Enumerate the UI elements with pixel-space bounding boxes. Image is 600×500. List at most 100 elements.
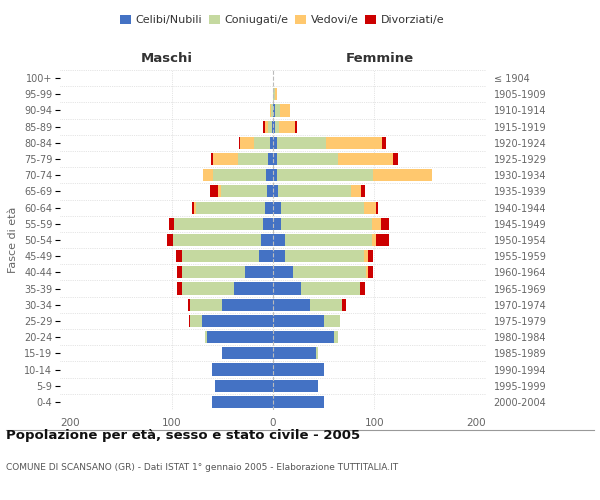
Bar	[239, 137, 254, 149]
Bar	[245, 266, 273, 278]
Bar	[278, 186, 351, 198]
Bar	[392, 153, 398, 165]
Bar	[212, 396, 273, 408]
Bar	[167, 234, 173, 246]
Bar	[273, 282, 301, 294]
Bar	[190, 298, 222, 311]
Bar	[254, 137, 270, 149]
Bar	[192, 202, 194, 213]
Bar	[277, 153, 338, 165]
Bar	[194, 202, 196, 213]
Bar	[273, 380, 317, 392]
Bar	[221, 186, 267, 198]
Bar	[210, 186, 218, 198]
Bar	[202, 315, 273, 327]
Text: Maschi: Maschi	[140, 52, 193, 65]
Bar	[169, 218, 173, 230]
Bar	[263, 218, 273, 230]
Legend: Celibi/Nubili, Coniugati/e, Vedovi/e, Divorziati/e: Celibi/Nubili, Coniugati/e, Vedovi/e, Di…	[115, 10, 449, 30]
Bar	[376, 202, 379, 213]
Bar	[293, 266, 367, 278]
Bar	[295, 120, 298, 132]
Bar	[273, 104, 275, 117]
Bar	[215, 380, 273, 392]
Bar	[364, 250, 368, 262]
Bar	[275, 104, 280, 117]
Bar	[324, 315, 340, 327]
Bar	[268, 120, 272, 132]
Bar	[285, 234, 373, 246]
Bar	[182, 250, 259, 262]
Bar	[380, 218, 389, 230]
Bar	[275, 88, 277, 101]
Bar	[281, 202, 364, 213]
Bar	[351, 186, 361, 198]
Bar	[273, 315, 324, 327]
Text: COMUNE DI SCANSANO (GR) - Dati ISTAT 1° gennaio 2005 - Elaborazione TUTTITALIA.I: COMUNE DI SCANSANO (GR) - Dati ISTAT 1° …	[6, 464, 398, 472]
Bar	[176, 282, 182, 294]
Bar	[273, 331, 334, 343]
Bar	[273, 169, 277, 181]
Bar	[273, 234, 285, 246]
Bar	[222, 298, 273, 311]
Bar	[212, 364, 273, 376]
Bar	[373, 169, 432, 181]
Bar	[235, 282, 273, 294]
Bar	[281, 218, 373, 230]
Bar	[368, 250, 373, 262]
Bar	[273, 218, 281, 230]
Bar	[196, 202, 265, 213]
Bar	[238, 153, 268, 165]
Bar	[272, 120, 273, 132]
Bar	[268, 153, 273, 165]
Bar	[218, 186, 221, 198]
Bar	[173, 218, 263, 230]
Bar	[263, 120, 265, 132]
Bar	[273, 137, 277, 149]
Bar	[265, 120, 268, 132]
Bar	[376, 234, 389, 246]
Text: Popolazione per età, sesso e stato civile - 2005: Popolazione per età, sesso e stato civil…	[6, 430, 360, 442]
Bar	[334, 331, 338, 343]
Bar	[373, 218, 380, 230]
Bar	[360, 282, 365, 294]
Bar	[275, 120, 279, 132]
Bar	[273, 88, 275, 101]
Bar	[273, 153, 277, 165]
Bar	[265, 202, 273, 213]
Bar	[277, 137, 326, 149]
Bar	[270, 137, 273, 149]
Bar	[326, 137, 382, 149]
Bar	[176, 250, 182, 262]
Bar	[182, 282, 235, 294]
Bar	[189, 315, 190, 327]
Bar	[279, 120, 295, 132]
Bar	[207, 331, 273, 343]
Bar	[273, 364, 324, 376]
Bar	[273, 202, 281, 213]
Bar	[273, 396, 324, 408]
Bar	[213, 153, 238, 165]
Bar	[271, 104, 273, 117]
Bar	[342, 298, 346, 311]
Bar	[368, 266, 373, 278]
Bar	[176, 266, 182, 278]
Y-axis label: Fasce di età: Fasce di età	[8, 207, 19, 273]
Bar	[190, 315, 202, 327]
Bar	[316, 348, 317, 360]
Bar	[259, 250, 273, 262]
Bar	[301, 282, 360, 294]
Bar	[273, 348, 316, 360]
Bar	[273, 186, 278, 198]
Bar	[382, 137, 386, 149]
Bar	[285, 250, 364, 262]
Bar	[364, 202, 376, 213]
Bar	[211, 153, 213, 165]
Bar	[277, 169, 373, 181]
Bar	[261, 234, 273, 246]
Bar	[310, 298, 342, 311]
Bar	[267, 186, 273, 198]
Bar	[182, 266, 245, 278]
Bar	[273, 120, 275, 132]
Bar	[205, 331, 207, 343]
